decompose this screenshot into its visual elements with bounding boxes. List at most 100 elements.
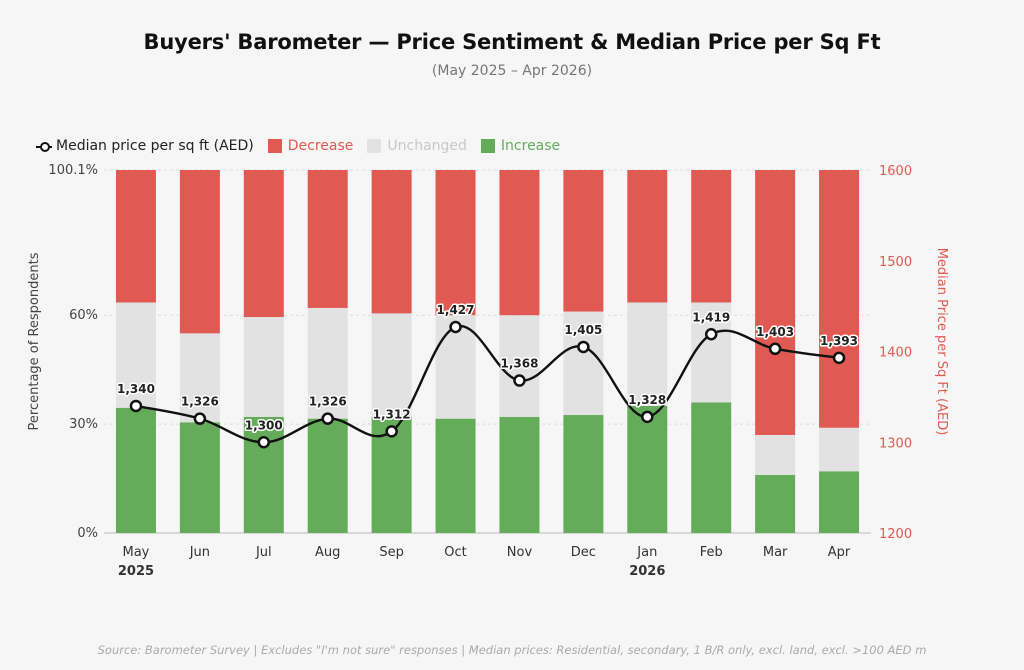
bar-unchanged-jul	[243, 317, 284, 417]
bar-decrease-oct	[435, 170, 476, 316]
bar-increase-oct	[435, 418, 476, 533]
price-point-aug	[321, 412, 334, 425]
x-tick-label-jul: Jul	[255, 545, 272, 560]
bar-unchanged-aug	[307, 307, 348, 419]
bars	[115, 170, 860, 533]
price-label-jun: 1,326	[181, 395, 219, 409]
y-tick-label: 30%	[69, 417, 98, 432]
bar-increase-jul	[243, 416, 284, 533]
price-point-apr	[832, 351, 846, 365]
legend-swatch-decrease	[267, 139, 282, 153]
bar-decrease-may	[115, 170, 156, 303]
x-tick-label-jun: Jun	[189, 545, 210, 560]
x-year-label: 2025	[118, 564, 154, 579]
legend-label-decrease: Decrease	[287, 138, 354, 154]
bar-decrease-jan	[627, 170, 668, 303]
axes: 0% 30% 60% 100.1% 1200 1300 1400 1500 1600 Percen…	[27, 163, 949, 579]
legend: Median price per sq ft (AED) Decrease Un…	[36, 136, 574, 156]
x-year-label: 2026	[629, 564, 665, 579]
chart-subtitle: (May 2025 – Apr 2026)	[431, 63, 593, 79]
price-label-oct: 1,427	[437, 303, 475, 317]
bar-unchanged-dec	[563, 311, 604, 416]
x-tick-label-may: May	[123, 545, 150, 560]
legend-label-increase: Increase	[500, 138, 561, 154]
x-tick-label-aug: Aug	[315, 545, 340, 560]
bar-increase-nov	[499, 416, 540, 533]
bar-unchanged-mar	[755, 434, 796, 475]
y2-tick-label: 1500	[879, 255, 912, 270]
y2-axis-title: Median Price per Sq Ft (AED)	[934, 248, 949, 436]
bar-decrease-jun	[179, 170, 220, 334]
legend-swatch-unchanged	[367, 139, 382, 153]
price-point-dec	[577, 340, 590, 354]
x-tick-label-oct: Oct	[444, 545, 466, 560]
price-label-sep: 1,312	[373, 407, 411, 421]
legend-item-unchanged: Unchanged	[367, 138, 467, 154]
bar-increase-may	[115, 407, 156, 533]
x-tick-label-apr: Apr	[828, 545, 851, 560]
price-line: 1,340 1,326 1,300 1,326 1,312 1,427 1,368 1,405…	[115, 301, 860, 449]
y2-tick-label: 1300	[879, 436, 912, 451]
bar-increase-apr	[819, 471, 860, 533]
bar-decrease-dec	[563, 170, 604, 312]
bar-increase-jun	[179, 422, 220, 533]
price-label-jul: 1,300	[245, 418, 283, 432]
bar-unchanged-apr	[819, 427, 860, 472]
price-line-path	[135, 324, 840, 444]
y-axis-title: Percentage of Respondents	[27, 252, 42, 430]
x-tick-label-jan: Jan	[636, 545, 657, 560]
x-tick-label-mar: Mar	[763, 545, 788, 560]
price-label-nov: 1,368	[500, 357, 538, 371]
legend-swatch-increase	[480, 139, 495, 153]
price-point-feb	[704, 328, 718, 341]
bar-increase-mar	[755, 474, 796, 533]
price-point-nov	[513, 374, 526, 387]
price-point-mar	[768, 342, 782, 356]
bar-increase-aug	[307, 418, 348, 533]
y2-tick-label: 1400	[879, 346, 912, 361]
bar-decrease-aug	[307, 170, 348, 308]
bar-unchanged-sep	[371, 313, 412, 417]
grid-lines	[104, 169, 871, 534]
x-tick-label-dec: Dec	[571, 545, 596, 560]
y-tick-label: 60%	[69, 308, 98, 323]
bar-unchanged-may	[115, 302, 156, 408]
price-point-may	[129, 399, 143, 413]
bar-decrease-apr	[819, 170, 860, 428]
bar-unchanged-feb	[691, 302, 732, 403]
price-label-mar: 1,403	[756, 325, 794, 339]
line-marker-icon	[36, 139, 52, 153]
legend-label-unchanged: Unchanged	[387, 138, 467, 154]
bar-decrease-nov	[499, 170, 540, 316]
bar-increase-feb	[691, 402, 732, 533]
price-point-sep	[385, 425, 398, 438]
price-point-jul	[257, 436, 271, 449]
y2-tick-label: 1600	[879, 164, 912, 179]
bar-increase-jan	[627, 405, 668, 533]
legend-label-line: Median price per sq ft (AED)	[56, 138, 254, 154]
price-label-feb: 1,419	[692, 310, 730, 324]
legend-item-increase: Increase	[480, 138, 561, 154]
price-label-aug: 1,326	[309, 395, 347, 409]
price-label-may: 1,340	[117, 382, 155, 396]
bar-unchanged-jun	[179, 333, 220, 423]
bar-decrease-jul	[243, 170, 284, 318]
bar-decrease-feb	[691, 170, 732, 303]
price-label-apr: 1,393	[820, 334, 858, 348]
price-label-dec: 1,405	[564, 323, 602, 337]
bar-decrease-sep	[371, 170, 412, 314]
y-tick-label: 0%	[77, 526, 98, 541]
bar-unchanged-jan	[627, 302, 668, 406]
source-footnote: Source: Barometer Survey | Excludes "I'm…	[97, 643, 927, 657]
chart-svg: 1,340 1,326 1,300 1,326 1,312 1,427 1,368 1,405…	[27, 163, 949, 579]
y-tick-label: 100.1%	[48, 163, 98, 178]
bar-unchanged-nov	[499, 315, 540, 417]
legend-item-decrease: Decrease	[267, 138, 354, 154]
price-point-jun	[193, 412, 207, 425]
x-tick-label-nov: Nov	[507, 545, 533, 560]
bar-decrease-mar	[755, 170, 796, 435]
bar-increase-dec	[563, 415, 604, 533]
chart-title: Buyers' Barometer — Price Sentiment & Me…	[143, 30, 881, 54]
x-tick-label-feb: Feb	[700, 545, 723, 560]
y2-tick-label: 1200	[879, 527, 912, 542]
